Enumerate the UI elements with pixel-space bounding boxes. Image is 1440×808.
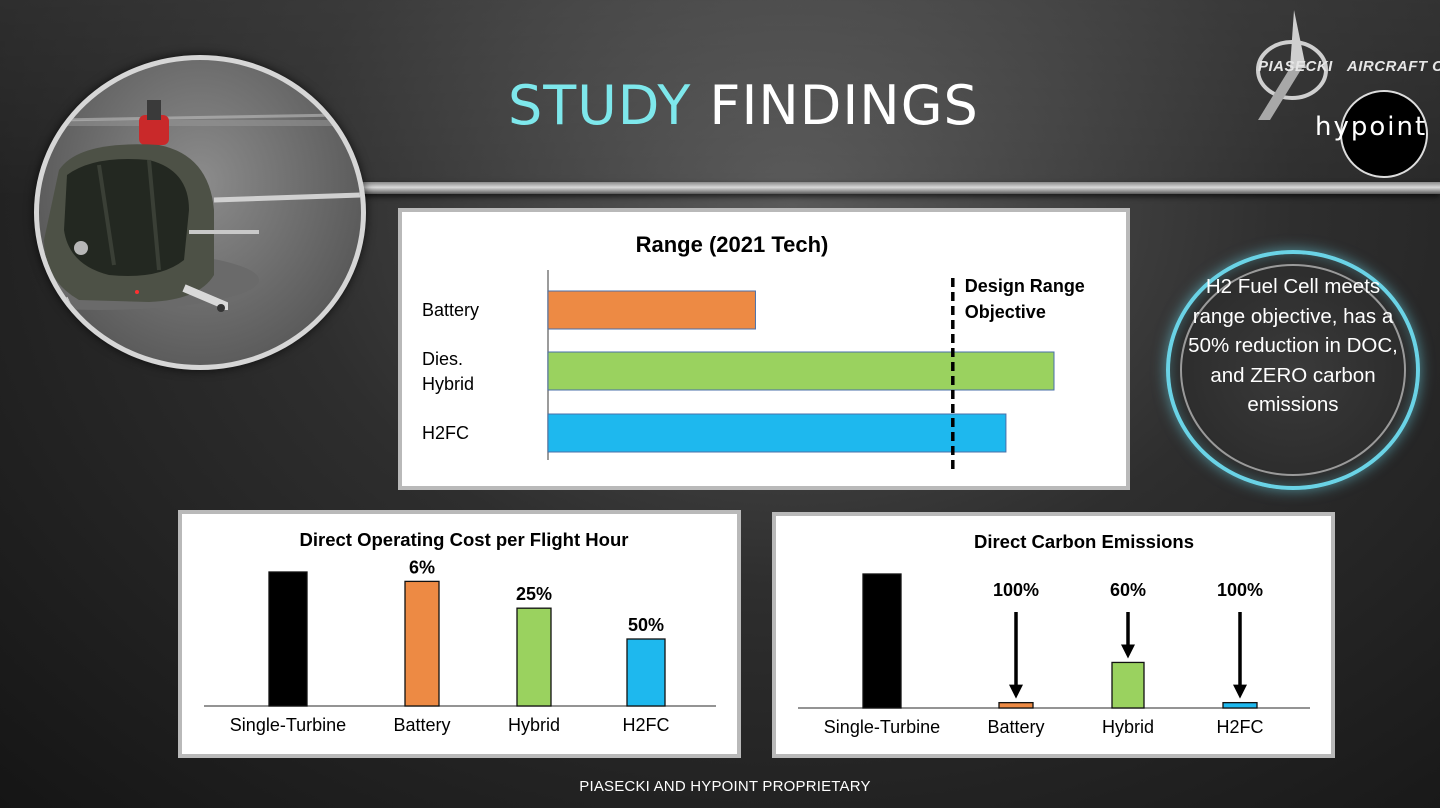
range-bar-2 xyxy=(547,413,1007,453)
range-category-label-1: Dies. Hybrid xyxy=(422,349,474,394)
doc-category-label-1: Battery xyxy=(393,715,450,735)
helicopter-photo xyxy=(34,55,366,370)
range-bar-1 xyxy=(547,351,1055,391)
range-chart-panel: Range (2021 Tech) Battery Dies. Hybrid H2FC D… xyxy=(398,208,1130,490)
range-category-label-2: H2FC xyxy=(422,423,469,443)
hypoint-logo-text: hypoint xyxy=(1315,112,1428,142)
carbon-bar-1 xyxy=(998,701,1034,709)
title-accent-word: STUDY xyxy=(508,74,692,137)
carbon-bar-0 xyxy=(862,573,902,709)
title-divider xyxy=(330,182,1440,194)
helicopter-illustration xyxy=(39,100,361,319)
range-objective-label: Design Range Objective xyxy=(965,276,1085,322)
doc-bar-3 xyxy=(626,638,666,707)
carbon-category-label-0: Single-Turbine xyxy=(824,717,940,737)
range-category-label-0: Battery xyxy=(422,300,479,320)
piasecki-name: PIASECKI xyxy=(1258,58,1333,75)
piasecki-logo: PIASECKI AIRCRAFT CORP. xyxy=(1250,8,1440,123)
doc-bar-0 xyxy=(268,571,308,707)
carbon-bar-3 xyxy=(1222,701,1258,709)
callout-text: H2 Fuel Cell meets range objective, has … xyxy=(1188,275,1398,416)
carbon-category-label-2: Hybrid xyxy=(1102,717,1154,737)
title-main-word: FINDINGS xyxy=(709,74,979,137)
range-chart: Range (2021 Tech) Battery Dies. Hybrid H2FC D… xyxy=(422,232,1085,470)
doc-data-label-1: 6% xyxy=(409,557,435,577)
doc-category-label-2: Hybrid xyxy=(508,715,560,735)
proprietary-footer: PIASECKI AND HYPOINT PROPRIETARY xyxy=(579,778,871,795)
carbon-data-label-3: 100% xyxy=(1217,580,1263,600)
range-bar-0 xyxy=(547,290,756,330)
carbon-data-label-2: 60% xyxy=(1110,580,1146,600)
slide-title: STUDY FINDINGS xyxy=(508,74,979,137)
piasecki-wordmark: PIASECKI AIRCRAFT CORP. xyxy=(1258,58,1440,75)
doc-bar-1 xyxy=(404,580,440,707)
range-chart-title: Range (2021 Tech) xyxy=(636,232,829,257)
carbon-arrow-head-3 xyxy=(1233,684,1247,699)
doc-chart-panel: Direct Operating Cost per Flight Hour Sin… xyxy=(178,510,741,758)
doc-category-label-0: Single-Turbine xyxy=(230,715,346,735)
doc-bar-2 xyxy=(516,607,552,707)
doc-data-label-2: 25% xyxy=(516,584,552,604)
carbon-arrow-head-2 xyxy=(1121,644,1135,659)
doc-chart-title: Direct Operating Cost per Flight Hour xyxy=(300,529,629,550)
doc-category-label-3: H2FC xyxy=(622,715,669,735)
carbon-arrow-head-1 xyxy=(1009,684,1023,699)
piasecki-emblem-icon xyxy=(1256,10,1328,120)
piasecki-corp: AIRCRAFT CORP. xyxy=(1346,58,1440,75)
carbon-category-label-1: Battery xyxy=(987,717,1044,737)
carbon-chart-title: Direct Carbon Emissions xyxy=(974,531,1194,552)
hypoint-logo-circle xyxy=(1340,90,1428,178)
callout-inner-ring xyxy=(1180,264,1406,476)
summary-callout: H2 Fuel Cell meets range objective, has … xyxy=(1166,250,1420,490)
carbon-chart-panel: Direct Carbon Emissions Single-Turbine Bat… xyxy=(772,512,1335,758)
carbon-data-label-1: 100% xyxy=(993,580,1039,600)
carbon-chart: Direct Carbon Emissions Single-Turbine Bat… xyxy=(798,531,1310,737)
doc-data-label-3: 50% xyxy=(628,615,664,635)
carbon-bar-2 xyxy=(1111,661,1145,709)
doc-chart: Direct Operating Cost per Flight Hour Sin… xyxy=(204,529,716,735)
carbon-category-label-3: H2FC xyxy=(1216,717,1263,737)
